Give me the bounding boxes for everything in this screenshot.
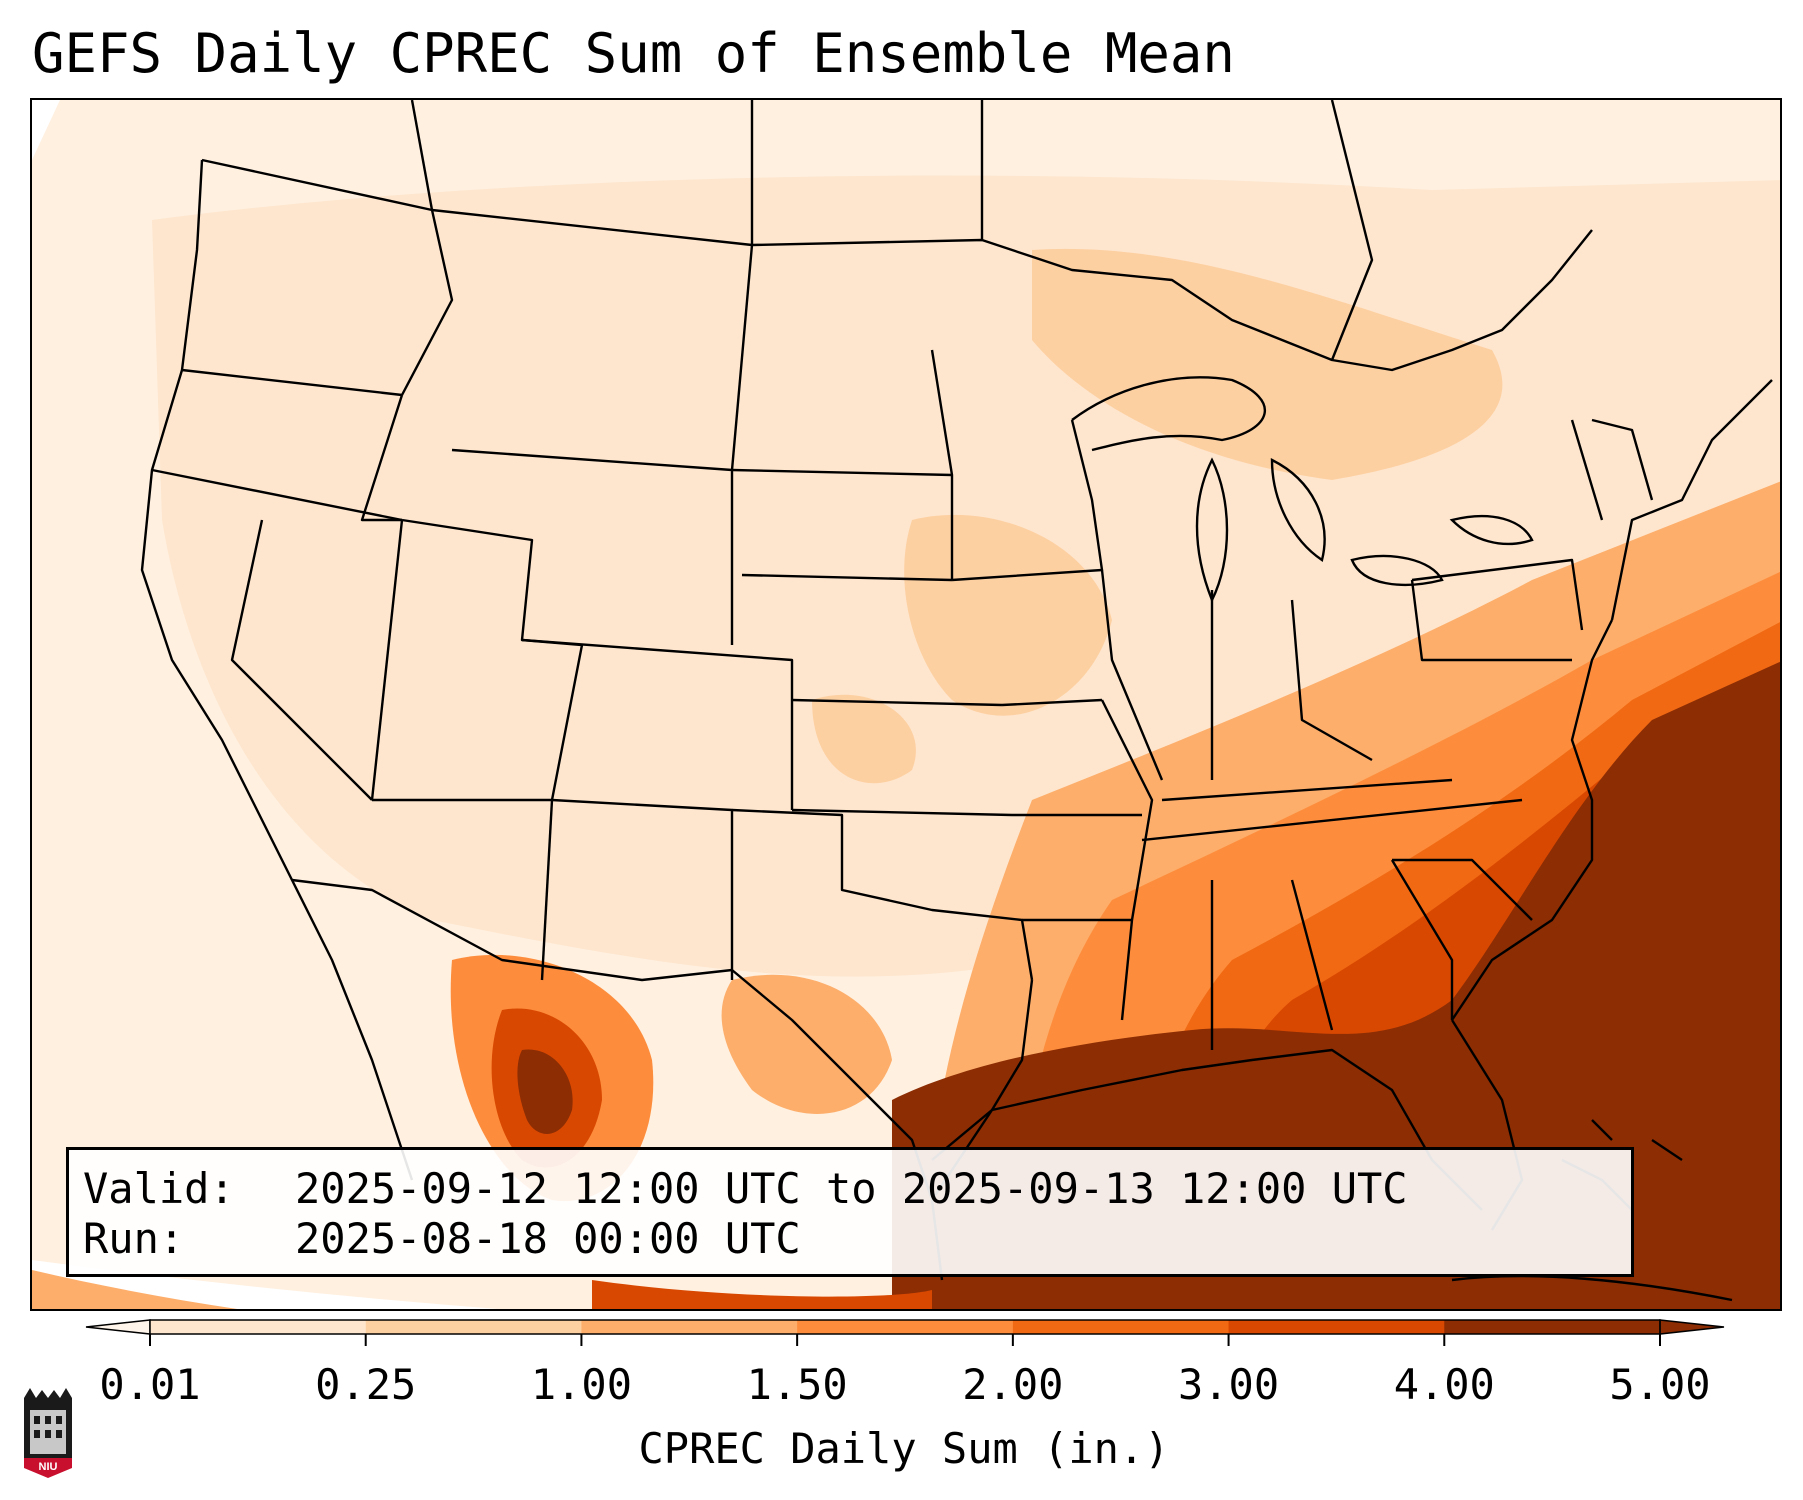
colorbar-tick-label: 5.00 xyxy=(1609,1360,1711,1409)
state-boundaries xyxy=(140,100,1773,1281)
colorbar-tick-label: 0.01 xyxy=(99,1360,201,1409)
colorbar-segment xyxy=(1228,1320,1445,1334)
colorbar-segment xyxy=(581,1320,798,1334)
colorbar-tick-label: 2.00 xyxy=(962,1360,1064,1409)
colorbar-label: CPREC Daily Sum (in.) xyxy=(638,1424,1170,1473)
valid-row: Valid: 2025-09-12 12:00 UTC to 2025-09-13… xyxy=(83,1164,1408,1213)
run-label: Run: xyxy=(83,1214,185,1263)
university-seal-icon: NIU xyxy=(24,1388,72,1478)
map-title: GEFS Daily CPREC Sum of Ensemble Mean xyxy=(32,22,1235,85)
colorbar-extend-max xyxy=(1659,1319,1725,1335)
colorbar-tick-label: 4.00 xyxy=(1393,1360,1495,1409)
colorbar-tick-label: 1.50 xyxy=(746,1360,848,1409)
colorbar-tick-label: 3.00 xyxy=(1177,1360,1280,1409)
colorbar-segment xyxy=(150,1320,367,1334)
colorbar-segment xyxy=(365,1320,582,1334)
colorbar-segment xyxy=(1444,1320,1661,1334)
colorbar-extend-min xyxy=(85,1319,151,1335)
run-value: 2025-08-18 00:00 UTC xyxy=(295,1214,801,1263)
colorbar-tick-label: 1.00 xyxy=(530,1360,632,1409)
valid-value: 2025-09-12 12:00 UTC to 2025-09-13 12:00… xyxy=(295,1164,1408,1213)
colorbar xyxy=(85,1319,1725,1346)
svg-text:NIU: NIU xyxy=(39,1461,58,1473)
precipitation-map xyxy=(30,98,1782,1311)
colorbar-segment xyxy=(797,1320,1014,1334)
colorbar-segment xyxy=(1012,1320,1230,1334)
colorbar-tick-label: 0.25 xyxy=(315,1360,417,1409)
valid-label: Valid: xyxy=(83,1164,235,1213)
valid-run-info-box: Valid: 2025-09-12 12:00 UTC to 2025-09-13… xyxy=(66,1147,1634,1277)
great-lakes xyxy=(1071,376,1534,603)
run-row: Run: 2025-08-18 00:00 UTC xyxy=(83,1214,801,1263)
